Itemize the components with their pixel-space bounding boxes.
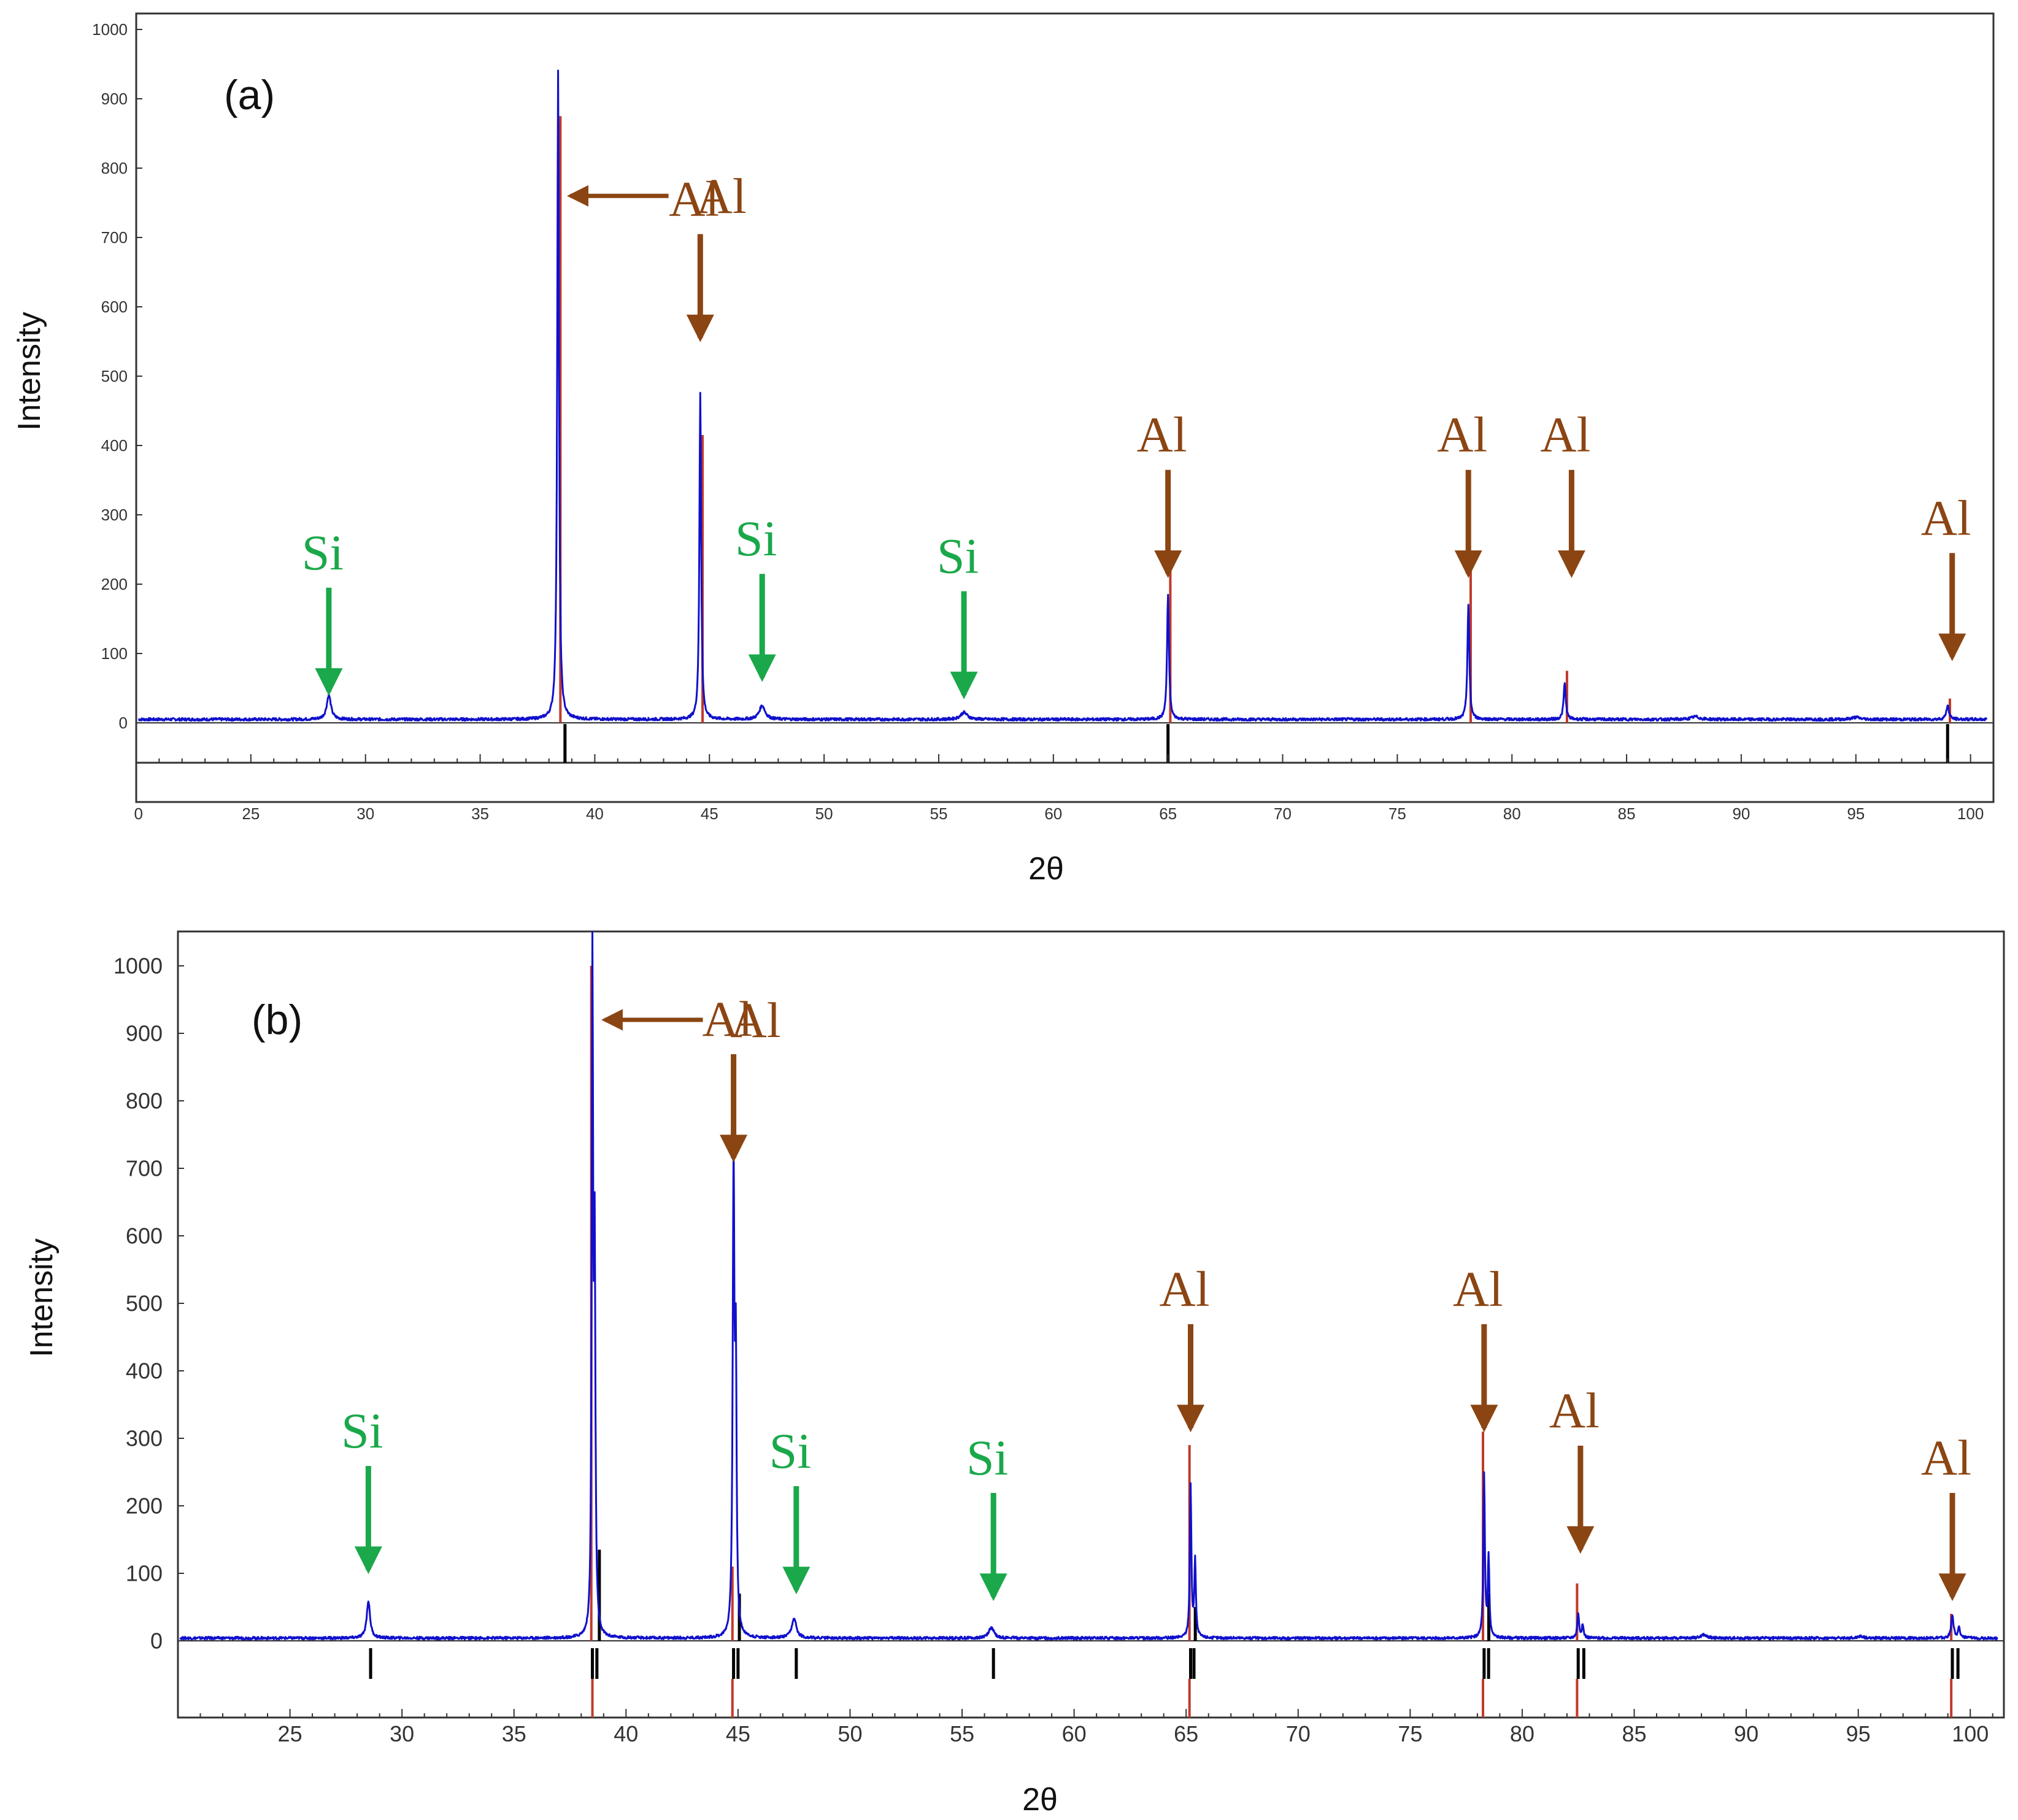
panel-a-plot-frame	[135, 12, 1995, 803]
y-tick-label: 400	[126, 1359, 163, 1384]
panel-a-marks	[138, 69, 1988, 763]
x-tick-label: 40	[614, 1721, 638, 1746]
panel-a-chart: 0 100 200 300 400 500 600 700 800 900 1000 0 25 30 35…	[12, 12, 1995, 887]
x-tick-label: 50	[838, 1721, 862, 1746]
panel-b-y-axis-title: Intensity	[24, 1238, 60, 1357]
al-peak-label: Al	[1921, 1430, 1971, 1486]
panel-b-plot-frame	[177, 930, 2005, 1719]
panel-b-y-axis: 0 100 200 300 400 500 600 700 800 900 1000	[114, 954, 184, 1654]
x-tick-label: 45	[726, 1721, 750, 1746]
panel-b-label: (b)	[252, 997, 302, 1043]
x-tick-label: 90	[1734, 1721, 1758, 1746]
x-tick-label: 100	[1957, 804, 1984, 823]
x-tick-label: 75	[1388, 804, 1406, 823]
si-peak-label: Si	[937, 528, 979, 584]
x-tick-label: 95	[1847, 804, 1865, 823]
y-tick-label: 700	[101, 228, 128, 247]
x-tick-label: 65	[1174, 1721, 1198, 1746]
al-peak-label: Al	[1137, 407, 1187, 463]
x-tick-label: 45	[701, 804, 718, 823]
panel-b-marks	[179, 931, 1998, 1718]
panel-a-x-axis-title: 2θ	[1028, 851, 1064, 887]
x-tick-label: 0	[134, 804, 143, 823]
al-peak-label: Al	[1540, 407, 1590, 463]
panel-b-x-axis-title: 2θ	[1022, 1782, 1058, 1818]
y-tick-label: 0	[150, 1629, 163, 1654]
x-tick-label: 85	[1622, 1721, 1646, 1746]
x-tick-label: 80	[1503, 804, 1521, 823]
y-tick-label: 900	[126, 1021, 163, 1046]
x-tick-label: 85	[1618, 804, 1636, 823]
x-tick-label: 95	[1846, 1721, 1871, 1746]
x-tick-label: 75	[1398, 1721, 1422, 1746]
x-tick-label: 100	[1952, 1721, 1989, 1746]
y-tick-label: 100	[101, 644, 128, 663]
al-peak-label: Al	[1921, 490, 1971, 546]
si-peak-label: Si	[735, 511, 777, 566]
x-tick-label: 65	[1159, 804, 1177, 823]
panel-b-x-axis: 25 30 35 40 45 50 55 60 65 70 75 80 85 90 95 100	[177, 1709, 1993, 1746]
al-peak-label: Al	[1453, 1261, 1503, 1317]
x-tick-label: 25	[242, 804, 260, 823]
panel-a-y-axis: 0 100 200 300 400 500 600 700 800 900 1000	[92, 20, 142, 732]
x-tick-label: 30	[390, 1721, 414, 1746]
y-tick-label: 400	[101, 436, 128, 455]
x-tick-label: 30	[356, 804, 374, 823]
x-tick-label: 55	[930, 804, 948, 823]
panel-b-chart: 0 100 200 300 400 500 600 700 800 900 1000 25 30 35 4…	[24, 930, 2005, 1818]
xrd-pattern-line	[179, 931, 1998, 1641]
y-tick-label: 200	[101, 575, 128, 593]
panel-a-x-axis: 0 25 30 35 40 45 50 55 60 65 70 75 80 85 90 95 100	[134, 754, 1994, 823]
y-tick-label: 300	[101, 506, 128, 524]
y-tick-label: 500	[126, 1291, 163, 1316]
y-tick-label: 300	[126, 1426, 163, 1451]
x-tick-label: 50	[815, 804, 833, 823]
x-tick-label: 70	[1274, 804, 1292, 823]
al-peak-label: Al	[1159, 1261, 1209, 1317]
y-tick-label: 800	[126, 1089, 163, 1114]
y-tick-label: 700	[126, 1156, 163, 1181]
x-tick-label: 80	[1510, 1721, 1535, 1746]
xrd-pattern-line	[138, 69, 1988, 722]
panel-a-y-axis-title: Intensity	[12, 312, 47, 431]
al-peak-label: Al	[669, 171, 719, 227]
y-tick-label: 0	[119, 714, 128, 732]
y-tick-label: 1000	[92, 20, 128, 39]
panel-a-label: (a)	[224, 72, 275, 118]
x-tick-label: 55	[950, 1721, 974, 1746]
al-peak-label: Al	[703, 991, 753, 1047]
y-tick-label: 900	[101, 90, 128, 108]
al-peak-label: Al	[1549, 1382, 1600, 1438]
y-tick-label: 800	[101, 159, 128, 177]
al-peak-label: Al	[696, 168, 747, 224]
y-tick-label: 600	[101, 298, 128, 316]
x-tick-label: 70	[1286, 1721, 1311, 1746]
x-tick-label: 35	[471, 804, 489, 823]
x-tick-label: 90	[1732, 804, 1750, 823]
x-tick-label: 60	[1062, 1721, 1087, 1746]
x-tick-label: 40	[586, 804, 604, 823]
al-peak-label: Al	[731, 992, 781, 1048]
y-tick-label: 200	[126, 1494, 163, 1519]
y-tick-label: 100	[126, 1561, 163, 1586]
y-tick-label: 500	[101, 367, 128, 385]
si-peak-label: Si	[341, 1403, 383, 1459]
y-tick-label: 600	[126, 1224, 163, 1249]
si-peak-label: Si	[966, 1430, 1008, 1486]
x-tick-label: 25	[278, 1721, 302, 1746]
al-peak-label: Al	[1437, 407, 1487, 463]
si-peak-label: Si	[769, 1423, 811, 1479]
si-peak-label: Si	[302, 525, 344, 580]
y-tick-label: 1000	[114, 954, 163, 979]
x-tick-label: 35	[502, 1721, 526, 1746]
x-tick-label: 60	[1044, 804, 1062, 823]
